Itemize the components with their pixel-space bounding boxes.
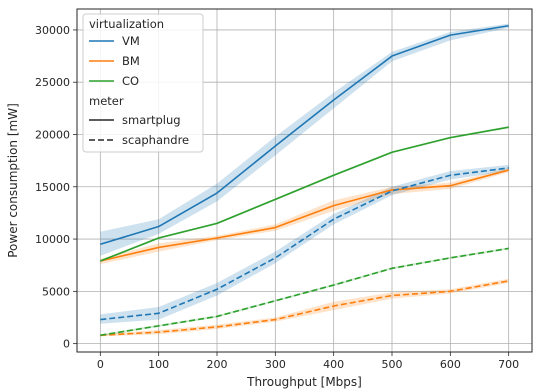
series-lines [100,24,509,337]
x-tick-label: 400 [323,358,344,371]
series-line-vm-scaphandre [100,167,509,321]
y-tick-label: 20000 [35,128,70,141]
y-tick-label: 10000 [35,233,70,246]
x-tick-label: 0 [97,358,104,371]
ci-band-bm-scaphandre [100,278,509,337]
ci-band-co-scaphandre [100,247,509,337]
ci-band-vm-smartplug [100,23,509,256]
series-line-vm-smartplug [100,24,509,246]
y-axis-label: Power consumption [mW] [6,103,20,258]
series-line-co-smartplug [100,126,509,262]
series-line-bm-smartplug [100,169,509,262]
legend-hue-entries: VM BM CO [89,34,140,88]
x-tick-label: 200 [207,358,228,371]
plot-frame [76,8,533,353]
y-tick-label: 5000 [42,285,70,298]
legend-box [82,13,204,153]
legend-label-scaphandre: scaphandre [122,133,189,147]
y-tick-label: 30000 [35,24,70,37]
x-tick-label: 100 [148,358,169,371]
x-tick-label: 600 [440,358,461,371]
x-tick-label: 700 [498,358,519,371]
y-axis-ticks: 0 5000 10000 15000 20000 25000 30000 [35,24,77,351]
series-line-co-scaphandre [100,247,509,337]
y-tick-label: 15000 [35,181,70,194]
legend-label-vm: VM [122,34,140,48]
legend-label-co: CO [122,74,139,88]
grid-lines [77,9,532,352]
x-tick-label: 500 [382,358,403,371]
legend-title-meter: meter [89,94,124,108]
y-tick-label: 25000 [35,76,70,89]
y-tick-label: 0 [63,338,70,351]
legend-title-virtualization: virtualization [89,17,164,31]
x-axis-label: Throughput [Mbps] [246,375,362,389]
x-tick-label: 300 [265,358,286,371]
x-axis-ticks: 0 100 200 300 400 500 600 700 [97,352,519,371]
legend-style-entries: smartplug scaphandre [89,113,189,147]
series-line-bm-scaphandre [100,280,509,337]
legend: virtualization VM BM CO meter smartplug sca… [82,13,204,153]
legend-label-smartplug: smartplug [122,113,181,127]
legend-label-bm: BM [122,54,140,68]
